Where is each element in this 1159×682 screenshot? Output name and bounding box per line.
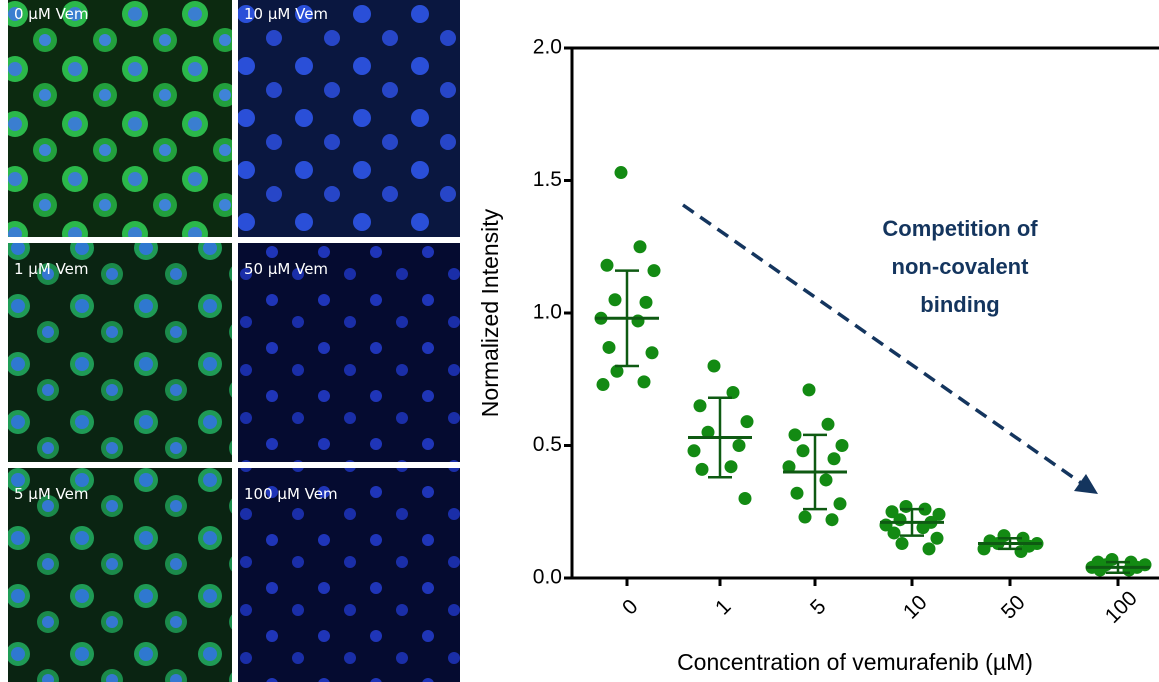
data-point: [930, 531, 944, 545]
data-point: [819, 473, 833, 487]
panel-label: 5 µM Vem: [14, 485, 89, 503]
panel-label: 10 µM Vem: [244, 5, 328, 23]
data-point: [916, 521, 930, 535]
data-point: [695, 462, 709, 476]
data-point: [977, 542, 991, 556]
data-point: [687, 444, 701, 458]
data-point: [724, 460, 738, 474]
arrow-head: [1074, 474, 1098, 494]
data-point: [633, 240, 647, 254]
data-point: [827, 452, 841, 466]
data-point: [918, 502, 932, 516]
data-point: [693, 399, 707, 413]
y-tick-label: 1.0: [533, 301, 562, 324]
data-point: [790, 486, 804, 500]
panel-label: 100 µM Vem: [244, 485, 338, 503]
data-point: [732, 439, 746, 452]
data-point: [922, 542, 936, 556]
y-tick-label: 1.5: [533, 168, 562, 191]
x-axis-label: Concentration of vemurafenib (µM): [677, 649, 1033, 675]
data-point: [608, 293, 622, 307]
data-point: [802, 383, 816, 397]
data-point: [645, 346, 659, 360]
x-tick-label: 5: [806, 595, 831, 620]
data-point: [596, 378, 610, 392]
x-tick-label: 100: [1101, 587, 1142, 628]
data-point: [1014, 545, 1028, 558]
data-point: [796, 444, 810, 458]
data-point: [707, 359, 721, 373]
data-point: [932, 507, 946, 521]
panel-label: 1 µM Vem: [14, 260, 89, 278]
annotation: non-covalent: [892, 254, 1030, 279]
x-tick-label: 50: [997, 591, 1030, 624]
x-tick-label: 1: [711, 595, 736, 620]
data-point: [614, 166, 628, 180]
micrograph: [8, 468, 232, 682]
x-tick-label: 0: [618, 595, 643, 620]
data-point: [639, 295, 653, 309]
data-point: [631, 314, 645, 328]
data-point: [610, 364, 624, 378]
data-point: [895, 537, 909, 551]
data-point: [825, 513, 839, 527]
annotation: binding: [920, 292, 999, 317]
data-point: [893, 513, 907, 527]
data-point: [798, 510, 812, 524]
data-point: [726, 386, 740, 399]
x-tick-label: 10: [899, 591, 932, 624]
y-tick-label: 0.0: [533, 566, 562, 589]
y-axis-label: Normalized Intensity: [477, 208, 503, 417]
data-point: [1093, 563, 1107, 577]
micrograph: [8, 0, 232, 237]
data-point: [833, 497, 847, 511]
trend-arrow: [681, 203, 1086, 487]
data-point: [637, 375, 651, 389]
panel-label: 50 µM Vem: [244, 260, 328, 278]
data-point: [821, 417, 835, 431]
micrograph: [238, 243, 460, 462]
data-point: [835, 439, 849, 452]
data-point: [885, 505, 899, 519]
micrograph: [238, 0, 460, 237]
micrograph: [8, 243, 232, 462]
annotation: Competition of: [882, 216, 1038, 241]
data-point: [887, 526, 901, 540]
data-point: [701, 425, 715, 439]
data-point: [602, 340, 616, 354]
y-tick-label: 0.5: [533, 433, 562, 456]
y-tick-label: 2.0: [533, 36, 562, 59]
data-point: [738, 492, 752, 505]
data-point: [782, 460, 796, 474]
panel-label: 0 µM Vem: [14, 5, 89, 23]
data-point: [600, 258, 614, 272]
data-point: [740, 415, 754, 429]
data-point: [647, 264, 661, 278]
data-point: [1122, 563, 1136, 577]
data-point: [899, 499, 913, 513]
micrograph: [238, 468, 460, 682]
data-point: [788, 428, 802, 442]
